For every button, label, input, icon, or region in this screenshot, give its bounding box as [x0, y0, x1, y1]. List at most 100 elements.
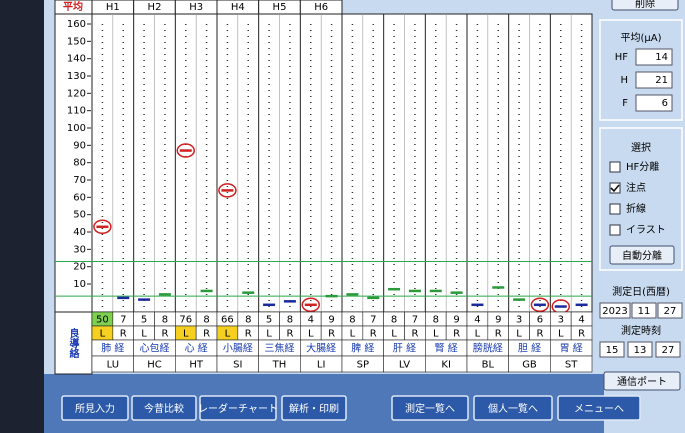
side: L	[391, 329, 397, 340]
side: L	[350, 329, 356, 340]
alert-circle	[530, 297, 550, 313]
alert-circle	[218, 183, 237, 198]
nav-button-label: メニューへ	[574, 404, 624, 415]
date-box	[631, 302, 657, 319]
nav-button-label: 測定一覧へ	[405, 402, 455, 415]
avg-value-box	[635, 94, 673, 112]
reading: 8	[287, 315, 293, 326]
nav-button[interactable]	[131, 395, 197, 421]
nav-button[interactable]	[391, 395, 469, 421]
nav-button[interactable]	[557, 395, 641, 421]
reading: 8	[349, 315, 355, 326]
reading: 4	[578, 315, 584, 326]
reading: 9	[495, 315, 501, 326]
date-value: 27	[664, 306, 677, 317]
side: R	[411, 329, 418, 340]
meridian: 胆 経	[518, 342, 541, 355]
reading: 50	[96, 315, 109, 326]
y-tick-label: 70	[73, 175, 86, 186]
auto-button[interactable]	[609, 245, 675, 265]
y-tick-label: 10	[73, 279, 86, 290]
avg-value: 6	[662, 98, 668, 109]
side: L	[433, 329, 439, 340]
meridian: 心包経	[140, 342, 170, 355]
reading: 8	[245, 315, 251, 326]
nav-button-label: 解析・印刷	[289, 402, 339, 415]
meridian: 心 経	[185, 342, 208, 355]
code: SI	[233, 360, 242, 371]
y-tick-label: 130	[67, 71, 86, 82]
avg-title: 平均(μA)	[620, 32, 661, 44]
reading: 66	[221, 315, 234, 326]
y-tick-label: 50	[73, 210, 86, 221]
port-button[interactable]	[603, 371, 681, 391]
time-value: 15	[606, 345, 619, 356]
y-tick-label: 140	[67, 54, 86, 65]
reading: 76	[179, 315, 192, 326]
avg-box	[599, 19, 683, 121]
time-value: 13	[634, 345, 647, 356]
side: L	[308, 329, 314, 340]
side: L	[266, 329, 272, 340]
reading: 7	[370, 315, 376, 326]
reading: 8	[162, 315, 168, 326]
nav-button[interactable]	[281, 395, 347, 421]
checkbox[interactable]	[609, 182, 621, 194]
select-title: 選択	[631, 141, 651, 154]
reading: 5	[266, 315, 272, 326]
reading: 4	[474, 315, 480, 326]
checkbox[interactable]	[609, 161, 621, 173]
checkbox[interactable]	[609, 224, 621, 236]
nav-button[interactable]	[199, 395, 277, 421]
reading: 6	[537, 315, 543, 326]
meridian: 膀胱経	[473, 342, 503, 355]
y-tick-label: 80	[73, 158, 86, 169]
y-tick-label: 40	[73, 227, 86, 238]
date-title: 測定日(西暦)	[612, 285, 670, 298]
y-tick-label: 20	[73, 262, 86, 273]
reading: 4	[308, 315, 314, 326]
nav-button[interactable]	[473, 395, 553, 421]
y-tick-label: 60	[73, 192, 86, 203]
checkbox[interactable]	[609, 203, 621, 215]
reading: 8	[433, 315, 439, 326]
avg-label: HF	[615, 52, 629, 63]
side: R	[120, 329, 127, 340]
time-title: 測定時刻	[621, 324, 661, 337]
alert-circle	[176, 143, 195, 158]
date-value: 11	[638, 306, 651, 317]
side: R	[328, 329, 335, 340]
y-tick-label: 120	[67, 88, 86, 99]
group-header: H4	[231, 2, 245, 13]
avg-label: H	[620, 75, 628, 86]
side: R	[286, 329, 293, 340]
side: L	[558, 329, 564, 340]
code: GB	[522, 360, 537, 371]
avg-value: 14	[655, 52, 668, 63]
nav-button-label: 所見入力	[75, 402, 115, 415]
side: R	[245, 329, 252, 340]
nav-button-label: 今昔比較	[144, 402, 184, 415]
side: L	[100, 329, 106, 340]
avg-header: 平均	[63, 0, 83, 13]
code: LU	[107, 360, 119, 371]
code: ST	[565, 360, 578, 371]
side: L	[225, 329, 231, 340]
side: R	[161, 329, 168, 340]
delete-button[interactable]	[611, 0, 679, 11]
code-cell	[550, 355, 593, 373]
delete-button-label: 削除	[635, 0, 655, 10]
date-box	[599, 302, 631, 319]
code: SP	[357, 360, 369, 371]
port-button-label: 通信ポート	[617, 376, 667, 388]
side: L	[475, 329, 481, 340]
group-header: H5	[273, 2, 287, 13]
side: L	[183, 329, 189, 340]
side: L	[141, 329, 147, 340]
nav-button[interactable]	[61, 395, 129, 421]
y-tick-label: 30	[73, 244, 86, 255]
code: BL	[482, 360, 495, 371]
reading: 7	[120, 315, 126, 326]
y-tick-label: 110	[67, 106, 86, 117]
meridian: 小腸経	[223, 342, 253, 355]
